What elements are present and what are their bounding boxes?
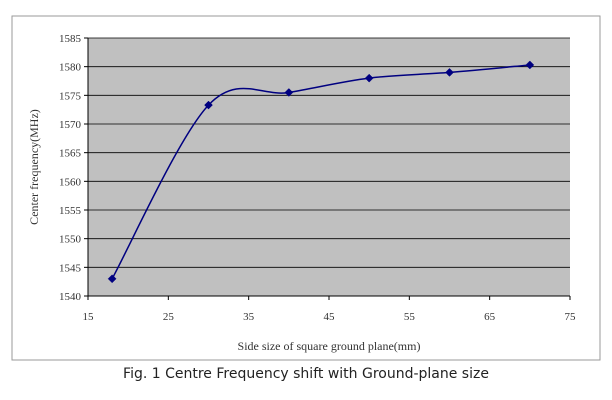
- data-point-marker: [107, 274, 117, 284]
- y-tick-label: 1540: [59, 291, 82, 303]
- y-tick-label: 1555: [59, 205, 82, 217]
- data-point-marker: [284, 88, 294, 97]
- data-point-marker: [445, 68, 454, 77]
- x-tick-labels: 15 25 35 45 55 65 75: [83, 311, 577, 323]
- y-tick-label: 1565: [59, 148, 82, 160]
- x-tick-label: 65: [484, 311, 496, 323]
- gridlines: [88, 37, 570, 268]
- plot-area: [88, 38, 570, 296]
- y-tick-label: 1580: [59, 62, 82, 74]
- x-tick-label: 55: [404, 311, 416, 323]
- x-tick-label: 25: [163, 311, 175, 323]
- y-tick-label: 1570: [59, 119, 82, 131]
- data-point-marker: [364, 73, 374, 83]
- data-point-marker: [204, 100, 213, 110]
- line-chart: 1540154515501555156015651570157515801585…: [11, 15, 601, 361]
- axes: [84, 37, 571, 300]
- y-tick-labels: 1540 1545 1550 1555 1560 1565 1570 1575 1580 1585: [59, 33, 82, 303]
- x-tick-label: 15: [83, 311, 95, 323]
- y-tick-label: 1550: [59, 234, 82, 246]
- figure-caption: Fig. 1 Centre Frequency shift with Groun…: [123, 366, 489, 382]
- y-tick-label: 1545: [59, 262, 82, 274]
- x-tick-label: 75: [565, 311, 577, 323]
- data-markers: [107, 60, 535, 284]
- y-axis-label: Center frequency(MHz): [27, 109, 41, 225]
- x-tick-label: 45: [324, 311, 336, 323]
- x-tick-label: 35: [243, 311, 255, 323]
- data-point-marker: [525, 60, 535, 70]
- y-tick-label: 1575: [59, 90, 82, 102]
- x-axis-label: Side size of square ground plane(mm): [238, 339, 421, 353]
- y-tick-label: 1560: [59, 176, 82, 188]
- y-tick-label: 1585: [59, 33, 82, 45]
